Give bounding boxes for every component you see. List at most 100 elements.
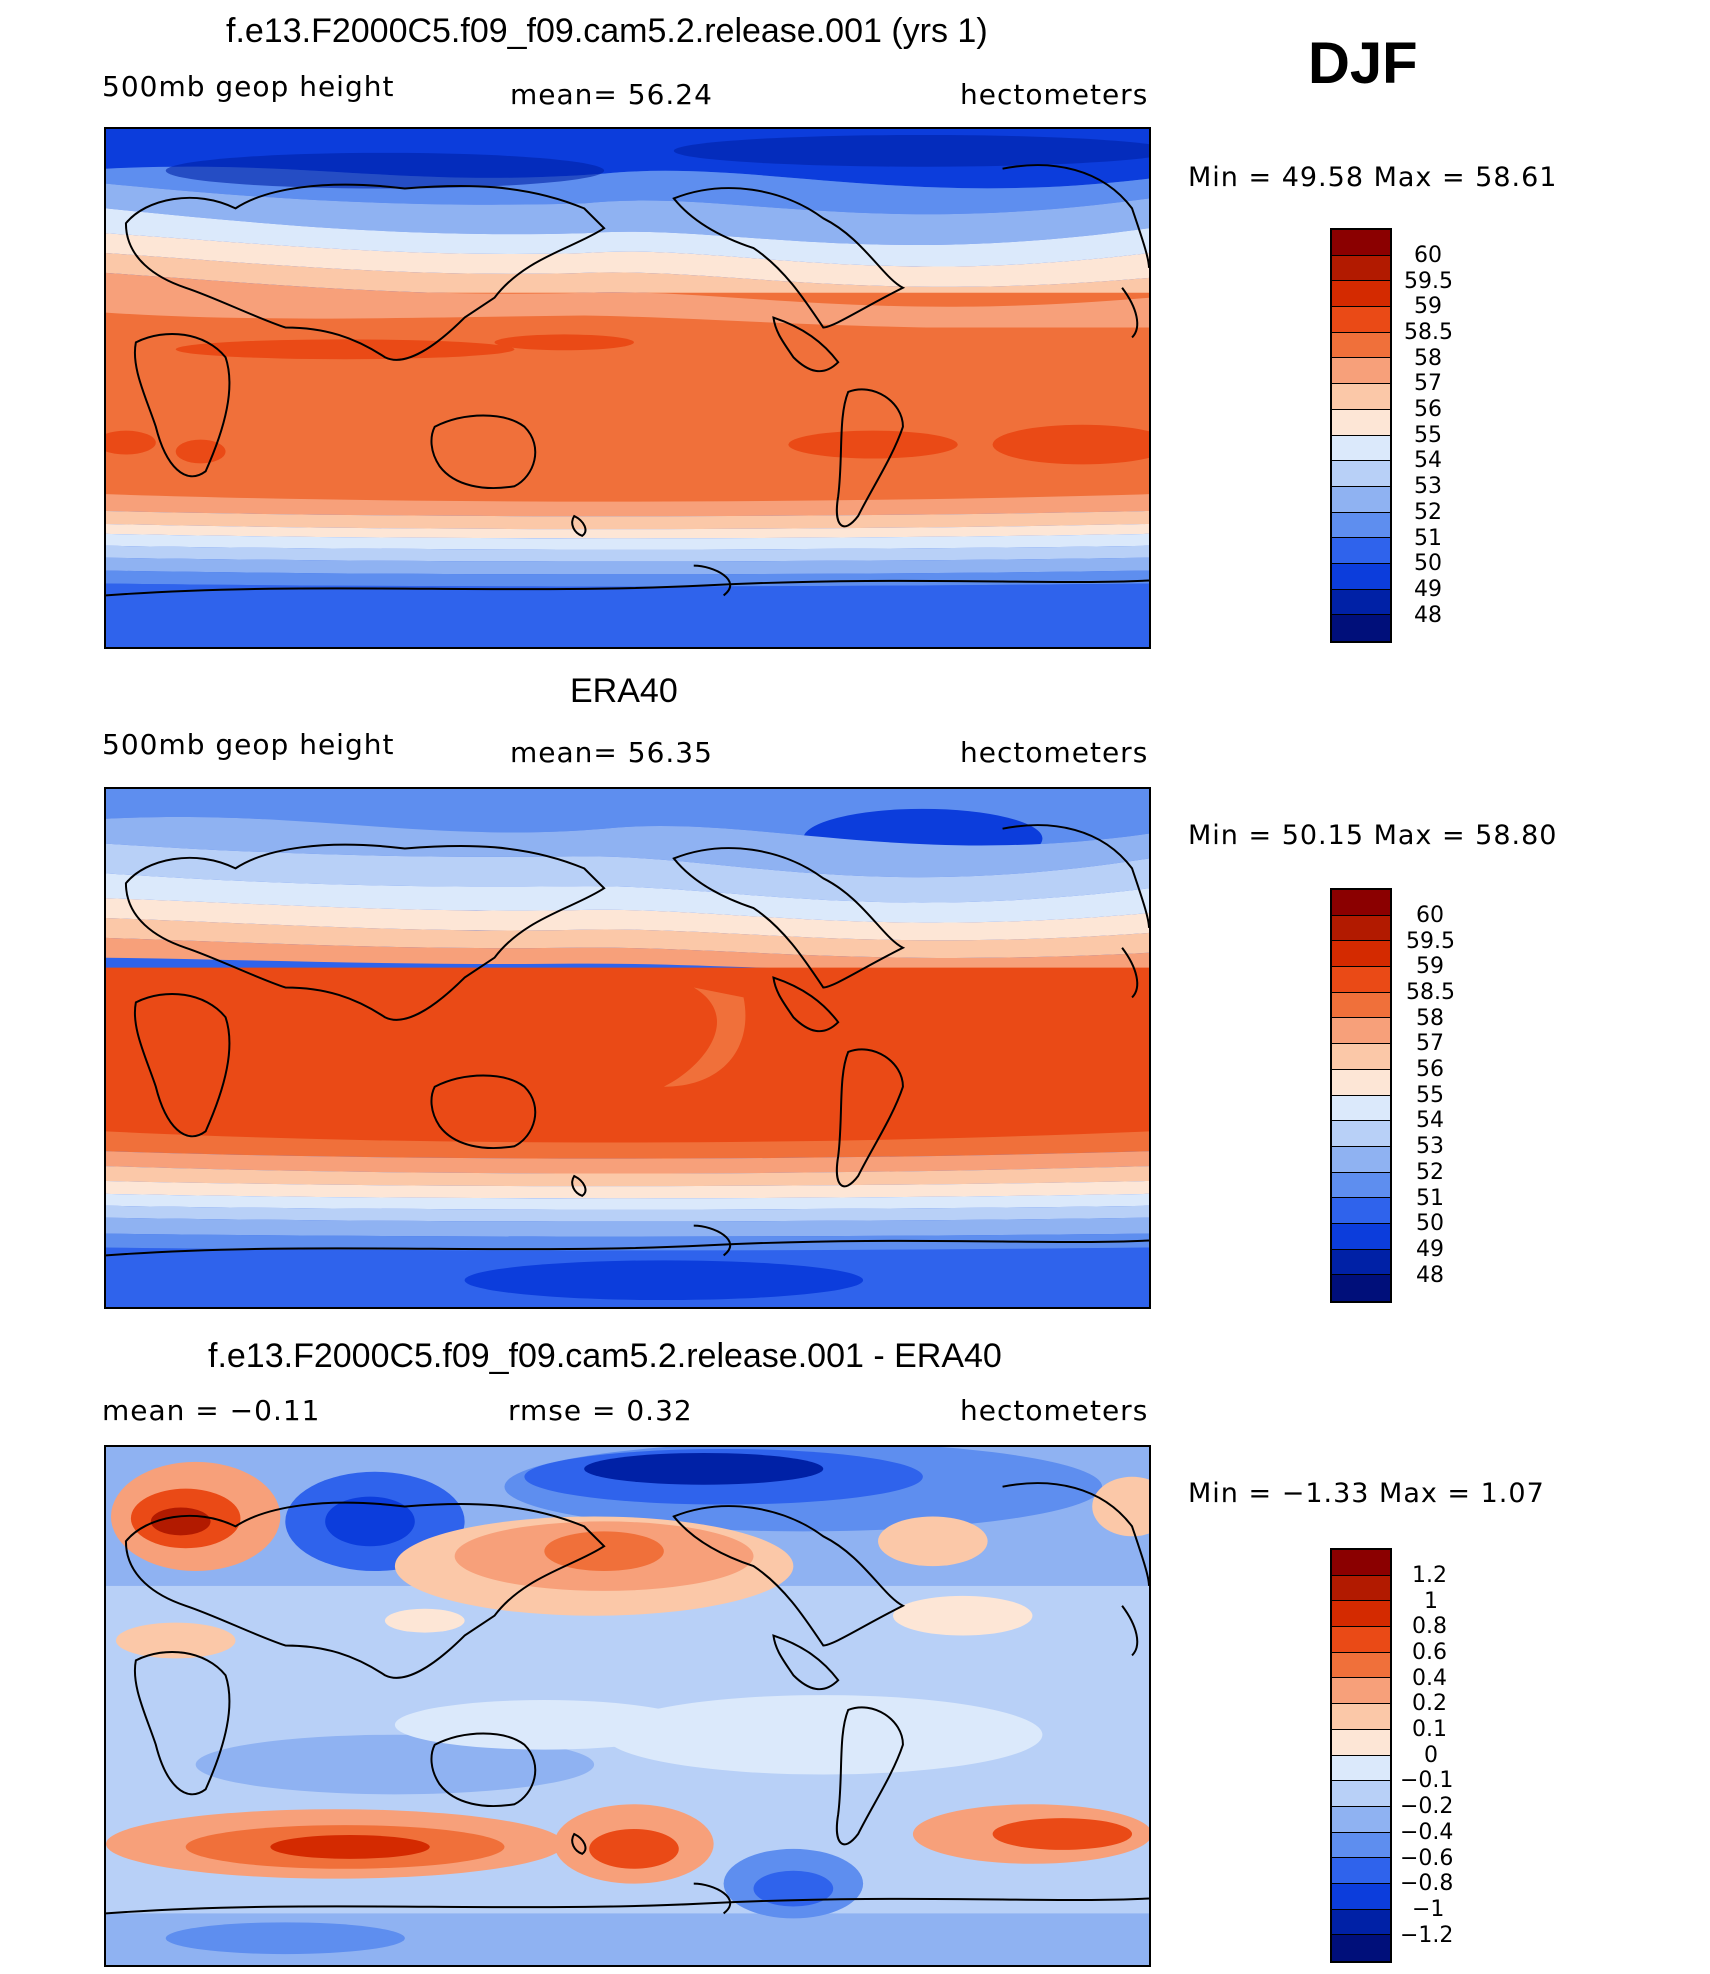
panel3-title: f.e13.F2000C5.f09_f09.cam5.2.release.001… xyxy=(208,1337,1002,1375)
panel2-colorbar-cell xyxy=(1332,1223,1390,1250)
panel2-colorbar-label: 48 xyxy=(1416,1263,1444,1288)
panel3-colorbar-cell xyxy=(1332,1627,1390,1653)
panel2-colorbar-label: 54 xyxy=(1416,1108,1444,1133)
panel1-colorbar-cell xyxy=(1332,486,1390,513)
panel2-colorbar-cell xyxy=(1332,1249,1390,1276)
panel1-colorbar-label: 59.5 xyxy=(1404,269,1453,294)
panel2-colorbar-label: 50 xyxy=(1416,1211,1444,1236)
panel1-colorbar-cell xyxy=(1332,538,1390,564)
panel1-colorbar-cell xyxy=(1332,435,1390,462)
panel2-colorbar-label: 55 xyxy=(1416,1083,1444,1108)
panel1-map xyxy=(104,127,1151,649)
panel1-colorbar-label: 55 xyxy=(1414,423,1442,448)
panel3-colorbar-cell xyxy=(1332,1575,1390,1602)
panel3-colorbar-label: 0.8 xyxy=(1412,1614,1447,1639)
panel2-title: ERA40 xyxy=(570,672,678,710)
panel1-colorbar-cell xyxy=(1332,255,1390,282)
panel3-colorbar-label: 0.2 xyxy=(1412,1691,1447,1716)
panel2-variable-label: 500mb geop height xyxy=(102,728,395,761)
panel1-colorbar-label: 54 xyxy=(1414,448,1442,473)
panel3-colorbar-cell xyxy=(1332,1935,1390,1961)
panel3-colorbar-cell xyxy=(1332,1781,1390,1807)
panel3-colorbar-cell xyxy=(1332,1909,1390,1936)
panel3-colorbar-cell xyxy=(1332,1806,1390,1833)
panel1-colorbar-cell xyxy=(1332,512,1390,539)
panel2-colorbar xyxy=(1330,888,1392,1303)
panel1-colorbar-label: 59 xyxy=(1414,294,1442,319)
panel3-colorbar-label: 0.6 xyxy=(1412,1640,1447,1665)
panel3-colorbar-label: 0.4 xyxy=(1412,1666,1447,1691)
panel2-colorbar-cell xyxy=(1332,941,1390,968)
panel1-colorbar xyxy=(1330,228,1392,643)
panel3-colorbar-cell xyxy=(1332,1601,1390,1628)
panel1-colorbar-label: 49 xyxy=(1414,577,1442,602)
panel1-colorbar-label: 52 xyxy=(1414,500,1442,525)
panel2-colorbar-label: 57 xyxy=(1416,1031,1444,1056)
panel2-minmax: Min = 50.15 Max = 58.80 xyxy=(1188,820,1558,851)
panel1-colorbar-cell xyxy=(1332,461,1390,487)
panel3-map xyxy=(104,1445,1151,1967)
panel2-colorbar-label: 59.5 xyxy=(1406,929,1455,954)
panel1-colorbar-label: 57 xyxy=(1414,371,1442,396)
panel1-colorbar-label: 56 xyxy=(1414,397,1442,422)
panel1-colorbar-cell xyxy=(1332,230,1390,256)
panel1-colorbar-cell xyxy=(1332,384,1390,410)
panel2-colorbar-cell xyxy=(1332,890,1390,916)
panel3-colorbar-cell xyxy=(1332,1729,1390,1756)
panel3-colorbar-label: 0.1 xyxy=(1412,1717,1447,1742)
panel3-colorbar-cell xyxy=(1332,1858,1390,1884)
panel2-colorbar-label: 60 xyxy=(1416,903,1444,928)
panel2-colorbar-label: 58 xyxy=(1416,1006,1444,1031)
panel2-mean: mean= 56.35 xyxy=(510,736,713,769)
panel2-colorbar-cell xyxy=(1332,915,1390,942)
panel1-colorbar-label: 50 xyxy=(1414,551,1442,576)
panel3-colorbar-cell xyxy=(1332,1755,1390,1782)
panel2-colorbar-cell xyxy=(1332,992,1390,1019)
panel2-colorbar-cell xyxy=(1332,1121,1390,1147)
panel2-colorbar-label: 53 xyxy=(1416,1134,1444,1159)
panel2-colorbar-cell xyxy=(1332,1146,1390,1173)
panel2-colorbar-cell xyxy=(1332,1172,1390,1199)
panel3-minmax: Min = −1.33 Max = 1.07 xyxy=(1188,1478,1545,1509)
panel2-colorbar-label: 58.5 xyxy=(1406,980,1455,1005)
panel2-map xyxy=(104,787,1151,1309)
panel1-contour-field xyxy=(106,129,1149,647)
panel2-colorbar-label: 56 xyxy=(1416,1057,1444,1082)
panel3-contour-field xyxy=(106,1447,1149,1965)
panel1-mean: mean= 56.24 xyxy=(510,78,713,111)
panel3-colorbar xyxy=(1330,1548,1392,1963)
panel3-colorbar-cell xyxy=(1332,1678,1390,1705)
panel1-colorbar-label: 53 xyxy=(1414,474,1442,499)
panel3-colorbar-label: −0.8 xyxy=(1400,1871,1454,1896)
panel2-colorbar-cell xyxy=(1332,1275,1390,1301)
panel3-colorbar-cell xyxy=(1332,1883,1390,1910)
panel1-colorbar-cell xyxy=(1332,615,1390,641)
panel3-colorbar-cell xyxy=(1332,1832,1390,1859)
panel1-colorbar-cell xyxy=(1332,409,1390,436)
panel1-colorbar-label: 58.5 xyxy=(1404,320,1453,345)
panel2-colorbar-cell xyxy=(1332,1018,1390,1045)
panel3-colorbar-cell xyxy=(1332,1704,1390,1730)
panel3-colorbar-label: −1.2 xyxy=(1400,1923,1454,1948)
panel1-colorbar-cell xyxy=(1332,281,1390,308)
panel3-colorbar-label: −0.4 xyxy=(1400,1820,1454,1845)
panel2-contour-field xyxy=(106,789,1149,1307)
panel1-colorbar-cell xyxy=(1332,589,1390,616)
panel2-colorbar-cell xyxy=(1332,1044,1390,1070)
panel3-colorbar-cell xyxy=(1332,1550,1390,1576)
panel2-colorbar-cell xyxy=(1332,1198,1390,1224)
panel1-colorbar-label: 60 xyxy=(1414,243,1442,268)
panel1-colorbar-label: 58 xyxy=(1414,346,1442,371)
season-label: DJF xyxy=(1308,31,1418,96)
panel2-colorbar-cell xyxy=(1332,967,1390,993)
panel3-colorbar-label: −1 xyxy=(1412,1897,1445,1922)
panel1-colorbar-cell xyxy=(1332,307,1390,333)
panel3-colorbar-label: −0.1 xyxy=(1400,1768,1454,1793)
panel1-title: f.e13.F2000C5.f09_f09.cam5.2.release.001… xyxy=(226,12,988,50)
panel2-colorbar-label: 49 xyxy=(1416,1237,1444,1262)
panel1-minmax: Min = 49.58 Max = 58.61 xyxy=(1188,162,1558,193)
panel2-colorbar-cell xyxy=(1332,1095,1390,1122)
panel3-colorbar-label: −0.2 xyxy=(1400,1794,1454,1819)
panel1-colorbar-cell xyxy=(1332,563,1390,590)
panel3-colorbar-label: −0.6 xyxy=(1400,1846,1454,1871)
